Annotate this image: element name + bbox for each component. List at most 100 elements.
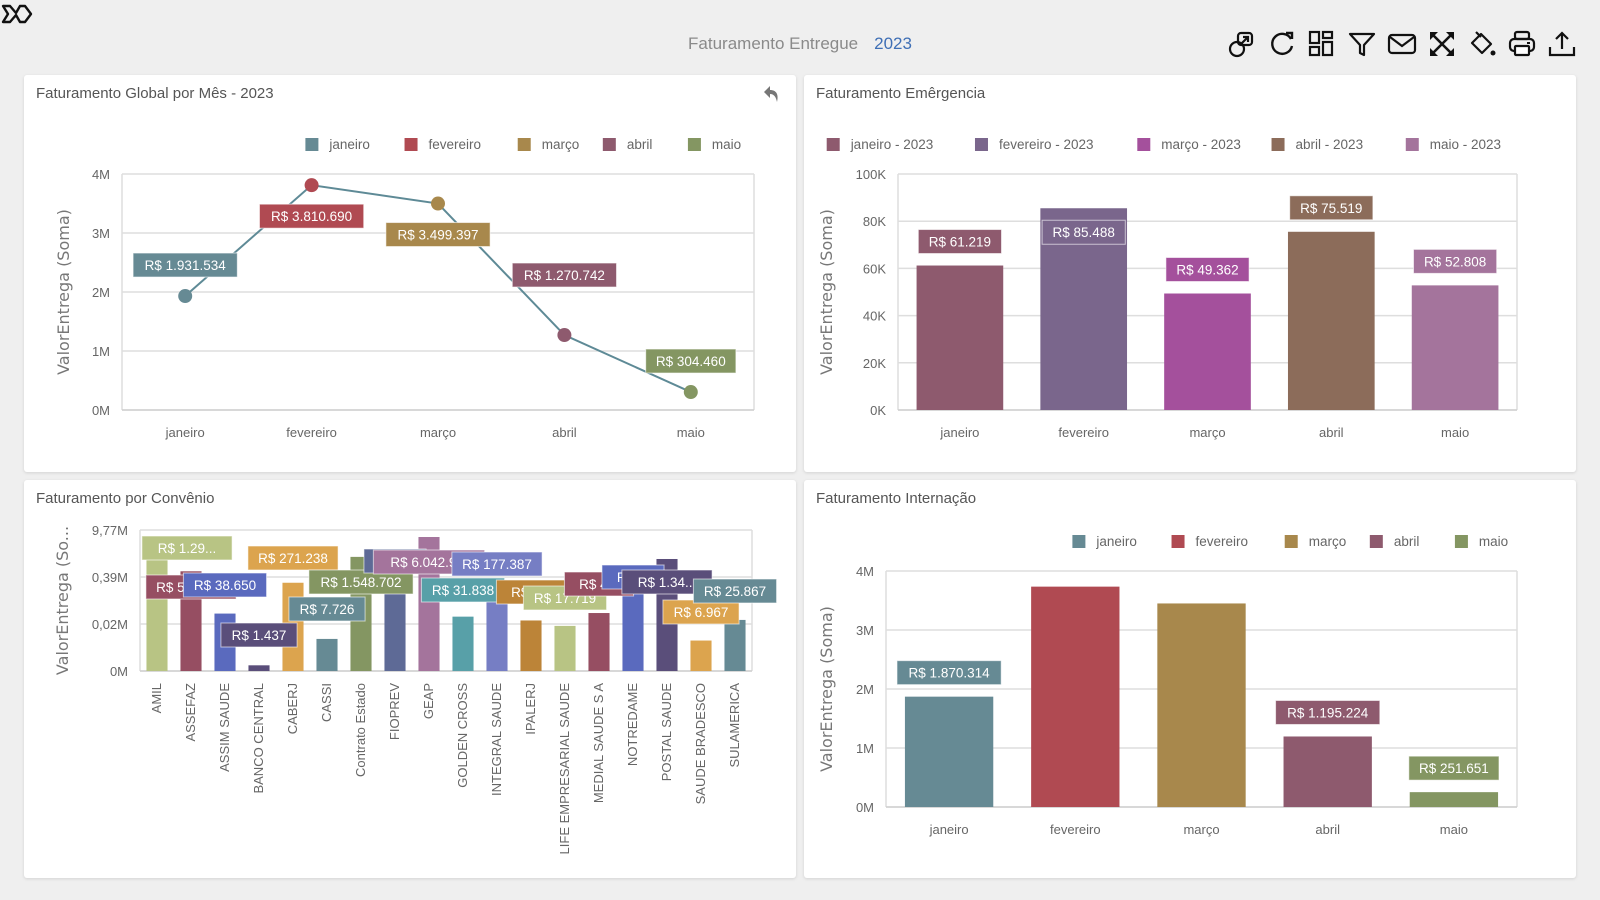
legend-swatch xyxy=(1171,535,1185,548)
fullscreen-icon[interactable] xyxy=(1426,28,1458,60)
data-label: R$ 3.810.690 xyxy=(271,209,352,224)
legend-label: fevereiro xyxy=(429,137,482,152)
bar-chart-convenio: 0M 0,02M 0,39M 9,77M ValorEntrega (So... R$ 1… xyxy=(53,523,778,855)
data-label: R$ 31.838 xyxy=(432,583,494,598)
x-tick-label: NOTREDAME xyxy=(625,683,640,766)
x-tick-label: março xyxy=(1183,822,1219,837)
data-label: R$ 1.548.702 xyxy=(320,575,401,590)
bar xyxy=(316,638,338,671)
data-label-box xyxy=(288,596,366,622)
data-label: R$ 6.967 xyxy=(674,605,729,620)
legend-label: janeiro xyxy=(1095,534,1137,549)
y-tick-label: 1M xyxy=(92,344,110,359)
layout-icon[interactable] xyxy=(1306,28,1338,60)
dashboard-header: Faturamento Entregue 2023 xyxy=(0,34,1600,54)
panel-faturamento-emergencia: Faturamento Emêrgencia 0K 20K 40K 60K 80K 100… xyxy=(804,75,1576,472)
legend-swatch xyxy=(1454,535,1468,548)
export-icon[interactable] xyxy=(1546,28,1578,60)
y-tick-label: 0,39M xyxy=(92,570,128,585)
data-label: R$ 1.195.224 xyxy=(1287,705,1369,720)
x-tick-label: maio xyxy=(1440,822,1468,837)
legend-label: maio - 2023 xyxy=(1430,137,1501,152)
bar xyxy=(452,616,474,671)
legend-label: março xyxy=(1309,534,1347,549)
y-tick-label: 40K xyxy=(863,309,886,324)
data-label-box xyxy=(511,262,618,288)
legend-label: janeiro xyxy=(328,137,370,152)
bar xyxy=(916,265,1004,410)
data-label: R$ 6.042.9... xyxy=(390,555,467,570)
data-label-box xyxy=(1408,755,1500,781)
y-tick-label: 60K xyxy=(863,261,886,276)
data-label: R$ 49.362 xyxy=(1176,263,1238,278)
y-axis-title: ValorEntrega (So... xyxy=(53,526,72,675)
data-point xyxy=(557,328,572,343)
legend-label: abril - 2023 xyxy=(1296,137,1364,152)
data-label: R$ 85.488 xyxy=(1053,225,1115,240)
data-label-box xyxy=(220,622,298,648)
toolbar xyxy=(1226,28,1578,60)
link-icon[interactable] xyxy=(1226,28,1258,60)
print-icon[interactable] xyxy=(1506,28,1538,60)
data-label-box xyxy=(1165,257,1250,283)
y-tick-label: 4M xyxy=(92,167,110,182)
legend-label: abril xyxy=(627,137,653,152)
undo-icon[interactable] xyxy=(760,83,782,105)
y-tick-label: 0,02M xyxy=(92,617,128,632)
x-tick-label: maio xyxy=(677,425,705,440)
data-label-box xyxy=(1041,219,1126,245)
bar xyxy=(248,665,270,671)
data-label: R$ 7.726 xyxy=(300,602,355,617)
data-label: R$ 3.499.397 xyxy=(397,228,478,243)
y-tick-label: 2M xyxy=(92,285,110,300)
y-tick-label: 9,77M xyxy=(92,523,128,538)
data-label: R$ 61.219 xyxy=(929,235,991,250)
data-label: R$ 1.270.742 xyxy=(524,268,605,283)
y-tick-label: 0M xyxy=(856,800,874,815)
data-point xyxy=(683,385,698,400)
y-axis-title: ValorEntrega (Soma) xyxy=(817,606,836,772)
paint-bucket-icon[interactable] xyxy=(1466,28,1498,60)
x-tick-label: Contrato Estado xyxy=(353,683,368,777)
filter-icon[interactable] xyxy=(1346,28,1378,60)
dashboard-year[interactable]: 2023 xyxy=(874,34,912,53)
y-tick-label: 3M xyxy=(856,623,874,638)
x-tick-label: LIFE EMPRESARIAL SAUDE xyxy=(557,683,572,855)
data-label: R$ 52.808 xyxy=(1424,254,1486,269)
bar xyxy=(588,613,610,671)
bar xyxy=(1287,231,1375,410)
data-label-box xyxy=(1275,699,1381,725)
data-label: R$ 1.437 xyxy=(232,628,287,643)
data-label: R$ 75.519 xyxy=(1300,201,1362,216)
x-tick-label: IPALERJ xyxy=(523,683,538,735)
x-tick-label: AMIL xyxy=(149,683,164,713)
data-label-box xyxy=(692,578,778,604)
data-label-box xyxy=(662,599,740,625)
legend-label: maio xyxy=(712,137,741,152)
mail-icon[interactable] xyxy=(1386,28,1418,60)
data-label-box xyxy=(141,535,233,561)
refresh-icon[interactable] xyxy=(1266,28,1298,60)
y-tick-label: 4M xyxy=(856,564,874,579)
data-label-box xyxy=(896,660,1002,686)
panel-faturamento-global: Faturamento Global por Mês - 2023 0M 1M 2M… xyxy=(24,75,796,472)
app-logo-icon[interactable] xyxy=(0,2,34,26)
legend-label: janeiro - 2023 xyxy=(850,137,934,152)
x-tick-label: POSTAL SAUDE xyxy=(659,683,674,782)
x-tick-label: fevereiro xyxy=(1050,822,1101,837)
x-tick-label: SULAMERICA xyxy=(727,683,742,768)
y-tick-label: 20K xyxy=(863,356,886,371)
x-tick-label: GEAP xyxy=(421,683,436,719)
panel-faturamento-convenio: Faturamento por Convênio 0M 0,02M 0,39M 9,7… xyxy=(24,480,796,878)
legend-swatch xyxy=(687,138,701,151)
y-tick-label: 0M xyxy=(110,664,128,679)
bar-chart-emergencia: 0K 20K 40K 60K 80K 100K ValorEntrega (Soma) jan… xyxy=(817,137,1518,440)
legend-swatch xyxy=(1369,535,1383,548)
data-label: R$ 304.460 xyxy=(656,354,726,369)
bar-chart-internacao: 0M 1M 2M 3M 4M ValorEntrega (Soma) janeiro feve… xyxy=(817,534,1518,837)
legend-label: fevereiro xyxy=(1196,534,1249,549)
data-label-box xyxy=(247,545,339,571)
x-tick-label: GOLDEN CROSS xyxy=(455,683,470,788)
x-tick-label: INTEGRAL SAUDE xyxy=(489,683,504,796)
panel-title: Faturamento Internação xyxy=(816,490,977,507)
